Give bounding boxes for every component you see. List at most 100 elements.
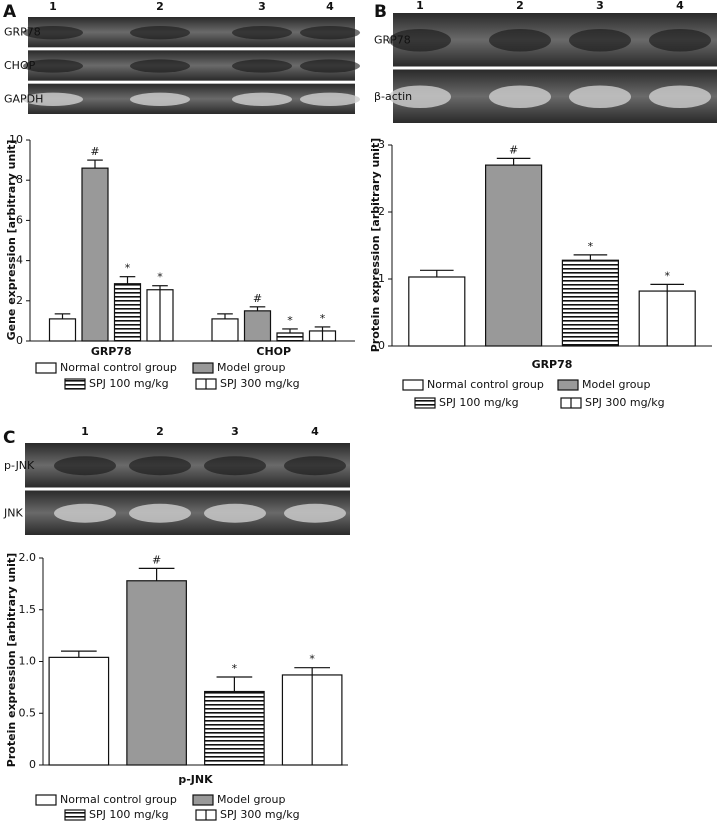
- legend-label: Normal control group: [60, 793, 177, 806]
- blot-band: [232, 92, 292, 107]
- y-tick-label: 1.5: [19, 603, 37, 616]
- panel-label: A: [3, 2, 17, 22]
- blot-band: [129, 456, 191, 476]
- panel-label: B: [374, 2, 387, 22]
- y-tick-label: 0: [378, 339, 385, 352]
- bar: [48, 656, 110, 766]
- blot-band: [649, 85, 711, 109]
- legend-label: Normal control group: [427, 378, 544, 391]
- legend-label: SPJ 300 mg/kg: [585, 396, 665, 409]
- legend-swatch: [557, 379, 579, 391]
- y-tick-label: 1.0: [19, 655, 37, 668]
- bar: [211, 318, 239, 342]
- blot-band: [569, 85, 631, 109]
- blot-band: [54, 456, 116, 476]
- y-tick-label: 2: [16, 294, 23, 307]
- blot-band: [232, 59, 292, 73]
- lane-label: 4: [676, 0, 684, 12]
- significance-mark: #: [509, 143, 518, 156]
- blot-band: [284, 503, 346, 523]
- y-tick-label: 3: [378, 138, 385, 151]
- significance-mark: *: [320, 312, 326, 325]
- bar: [204, 690, 265, 766]
- legend-swatch: [414, 397, 436, 409]
- blot-band: [389, 85, 451, 109]
- blot-band: [23, 59, 83, 73]
- bar: [408, 276, 466, 347]
- bar: [126, 580, 187, 766]
- blot-band: [389, 28, 451, 52]
- y-axis-label: Protein expression [arbitrary unit]: [5, 553, 18, 767]
- lane-label: 2: [156, 425, 164, 438]
- y-axis-label: Protein expression [arbitrary unit]: [369, 138, 382, 352]
- bar: [81, 167, 109, 342]
- y-tick-label: 4: [16, 254, 23, 267]
- lane-label: 3: [596, 0, 604, 12]
- legend-swatch: [192, 362, 214, 374]
- significance-mark: #: [253, 292, 262, 305]
- y-axis-label: Gene expression [arbitrary unit]: [5, 140, 18, 341]
- blot-band: [489, 28, 551, 52]
- legend-label: SPJ 100 mg/kg: [439, 396, 519, 409]
- significance-mark: *: [232, 662, 238, 675]
- bar: [113, 283, 142, 342]
- significance-mark: *: [588, 240, 594, 253]
- lane-label: 4: [326, 0, 334, 13]
- blot-row-label: GRP78: [4, 26, 41, 39]
- x-tick-label: p-JNK: [178, 773, 213, 786]
- legend-swatch: [64, 809, 86, 821]
- blot-band: [300, 26, 360, 40]
- blot-band: [130, 59, 190, 73]
- blot-row-label: GRP78: [374, 33, 411, 46]
- lane-label: 1: [49, 0, 57, 13]
- blot-band: [204, 456, 266, 476]
- y-tick-label: 0.5: [19, 706, 37, 719]
- blot-row-label: β-actin: [374, 90, 412, 103]
- legend-label: SPJ 100 mg/kg: [89, 808, 169, 821]
- y-tick-label: 1: [378, 272, 385, 285]
- y-tick-label: 0: [29, 758, 36, 771]
- blot-band: [54, 503, 116, 523]
- lane-label: 1: [81, 425, 89, 438]
- legend-swatch: [35, 794, 57, 806]
- lane-label: 1: [416, 0, 424, 12]
- legend-swatch: [192, 794, 214, 806]
- bar: [243, 310, 272, 342]
- lane-label: 2: [156, 0, 164, 13]
- blot-row-label: GAPDH: [4, 92, 43, 105]
- y-tick-label: 0: [16, 334, 23, 347]
- legend-label: Model group: [217, 793, 285, 806]
- legend-swatch: [35, 362, 57, 374]
- blot-row-label: p-JNK: [4, 459, 35, 472]
- significance-mark: *: [664, 269, 670, 282]
- legend-swatch: [64, 378, 86, 390]
- y-tick-label: 2.0: [19, 551, 37, 564]
- significance-mark: *: [287, 314, 293, 327]
- blot-band: [569, 28, 631, 52]
- y-tick-label: 10: [9, 133, 23, 146]
- lane-label: 4: [311, 425, 319, 438]
- bar: [561, 259, 620, 347]
- blot-band: [129, 503, 191, 523]
- significance-mark: *: [309, 653, 315, 666]
- legend-label: SPJ 100 mg/kg: [89, 377, 169, 390]
- panel-label: C: [3, 428, 15, 448]
- bar: [485, 164, 543, 347]
- significance-mark: #: [90, 145, 99, 158]
- bar: [276, 332, 304, 342]
- legend-label: SPJ 300 mg/kg: [220, 377, 300, 390]
- blot-row-label: CHOP: [4, 59, 36, 72]
- x-tick-label: GRP78: [532, 358, 573, 371]
- blot-band: [130, 26, 190, 40]
- x-tick-label: GRP78: [91, 345, 132, 358]
- y-tick-label: 2: [378, 205, 385, 218]
- blot-band: [649, 28, 711, 52]
- legend-swatch: [402, 379, 424, 391]
- blot-band: [23, 26, 83, 40]
- lane-label: 3: [231, 425, 239, 438]
- y-tick-label: 6: [16, 213, 23, 226]
- blot-band: [232, 26, 292, 40]
- y-tick-label: 8: [16, 173, 23, 186]
- blot-band: [130, 92, 190, 107]
